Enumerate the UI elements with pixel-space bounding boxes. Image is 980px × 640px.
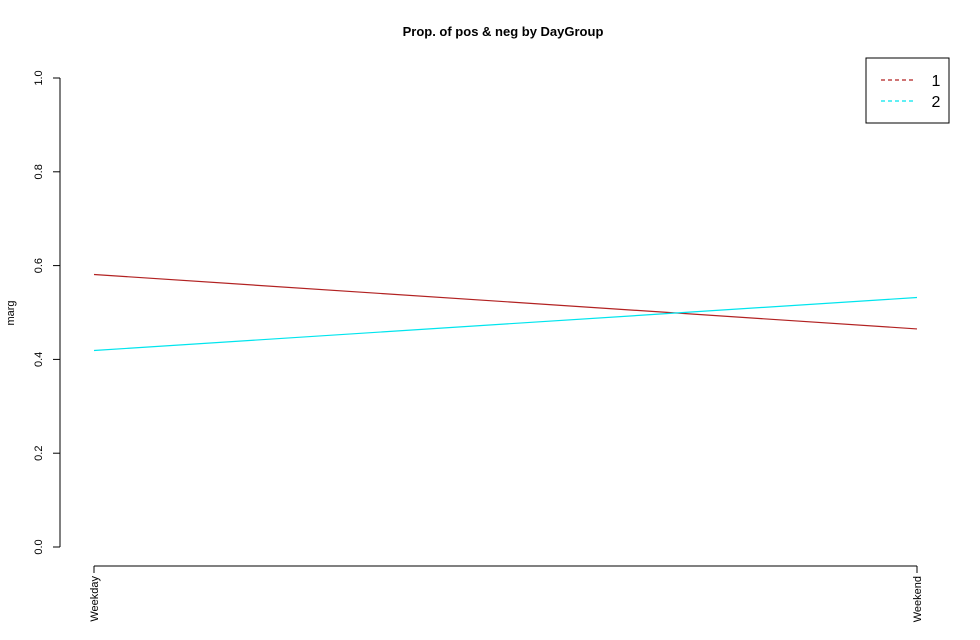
x-tick-label: Weekend bbox=[912, 576, 924, 622]
y-tick-label: 0.8 bbox=[33, 164, 45, 179]
x-tick-label: Weekday bbox=[89, 576, 101, 622]
series-line-1 bbox=[93, 273, 918, 330]
y-axis: 0.0 0.2 0.4 0.6 0.8 1.0 bbox=[33, 70, 61, 555]
x-axis: Weekday Weekend bbox=[89, 565, 924, 622]
y-axis-label: marg bbox=[5, 300, 17, 325]
y-tick-label: 0.6 bbox=[33, 258, 45, 273]
y-tick-label: 0.0 bbox=[33, 539, 45, 554]
series-lines bbox=[93, 273, 918, 352]
legend-label-1: 1 bbox=[932, 73, 941, 90]
y-tick-label: 0.4 bbox=[33, 352, 45, 367]
legend-box bbox=[865, 57, 950, 124]
y-tick-label: 0.2 bbox=[33, 446, 45, 461]
y-tick-label: 1.0 bbox=[33, 70, 45, 85]
chart-title: Prop. of pos & neg by DayGroup bbox=[403, 24, 604, 39]
series-line-2 bbox=[93, 296, 918, 352]
legend: 12 bbox=[865, 57, 950, 124]
legend-label-2: 2 bbox=[932, 94, 941, 111]
